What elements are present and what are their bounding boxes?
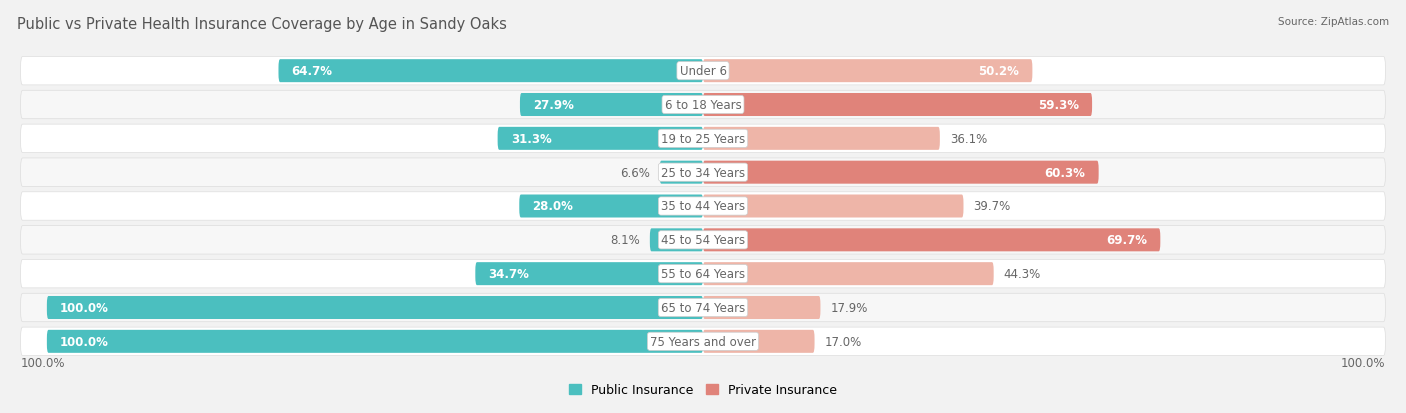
Text: 69.7%: 69.7% (1107, 234, 1147, 247)
Text: 6 to 18 Years: 6 to 18 Years (665, 99, 741, 112)
FancyBboxPatch shape (21, 294, 1385, 322)
Text: 59.3%: 59.3% (1038, 99, 1078, 112)
Text: 35 to 44 Years: 35 to 44 Years (661, 200, 745, 213)
Text: 55 to 64 Years: 55 to 64 Years (661, 268, 745, 280)
FancyBboxPatch shape (21, 91, 1385, 119)
FancyBboxPatch shape (21, 159, 1385, 187)
Text: 39.7%: 39.7% (973, 200, 1011, 213)
Text: 100.0%: 100.0% (60, 335, 108, 348)
Text: 60.3%: 60.3% (1045, 166, 1085, 179)
Text: 34.7%: 34.7% (488, 268, 529, 280)
Text: 44.3%: 44.3% (1004, 268, 1040, 280)
Text: 100.0%: 100.0% (1341, 356, 1385, 369)
FancyBboxPatch shape (519, 195, 703, 218)
Text: Source: ZipAtlas.com: Source: ZipAtlas.com (1278, 17, 1389, 26)
FancyBboxPatch shape (21, 192, 1385, 221)
FancyBboxPatch shape (703, 195, 963, 218)
FancyBboxPatch shape (46, 330, 703, 353)
FancyBboxPatch shape (21, 125, 1385, 153)
FancyBboxPatch shape (498, 128, 703, 150)
Text: 75 Years and over: 75 Years and over (650, 335, 756, 348)
Text: 25 to 34 Years: 25 to 34 Years (661, 166, 745, 179)
Text: Under 6: Under 6 (679, 65, 727, 78)
Text: Public vs Private Health Insurance Coverage by Age in Sandy Oaks: Public vs Private Health Insurance Cover… (17, 17, 506, 31)
Text: 27.9%: 27.9% (533, 99, 574, 112)
Text: 65 to 74 Years: 65 to 74 Years (661, 301, 745, 314)
Text: 19 to 25 Years: 19 to 25 Years (661, 133, 745, 145)
FancyBboxPatch shape (278, 60, 703, 83)
Text: 50.2%: 50.2% (979, 65, 1019, 78)
Text: 64.7%: 64.7% (291, 65, 333, 78)
Text: 45 to 54 Years: 45 to 54 Years (661, 234, 745, 247)
FancyBboxPatch shape (21, 260, 1385, 288)
Legend: Public Insurance, Private Insurance: Public Insurance, Private Insurance (564, 378, 842, 401)
FancyBboxPatch shape (703, 128, 939, 150)
FancyBboxPatch shape (21, 328, 1385, 356)
Text: 17.0%: 17.0% (824, 335, 862, 348)
FancyBboxPatch shape (475, 263, 703, 285)
FancyBboxPatch shape (21, 226, 1385, 254)
Text: 100.0%: 100.0% (60, 301, 108, 314)
Text: 36.1%: 36.1% (949, 133, 987, 145)
Text: 17.9%: 17.9% (831, 301, 868, 314)
FancyBboxPatch shape (703, 60, 1032, 83)
FancyBboxPatch shape (703, 229, 1160, 252)
FancyBboxPatch shape (703, 94, 1092, 117)
FancyBboxPatch shape (703, 330, 814, 353)
FancyBboxPatch shape (703, 263, 994, 285)
FancyBboxPatch shape (46, 296, 703, 319)
FancyBboxPatch shape (520, 94, 703, 117)
FancyBboxPatch shape (703, 161, 1098, 184)
Text: 100.0%: 100.0% (21, 356, 65, 369)
FancyBboxPatch shape (659, 161, 703, 184)
FancyBboxPatch shape (650, 229, 703, 252)
FancyBboxPatch shape (703, 296, 821, 319)
Text: 8.1%: 8.1% (610, 234, 640, 247)
Text: 28.0%: 28.0% (533, 200, 574, 213)
Text: 6.6%: 6.6% (620, 166, 650, 179)
FancyBboxPatch shape (21, 57, 1385, 85)
Text: 31.3%: 31.3% (510, 133, 551, 145)
